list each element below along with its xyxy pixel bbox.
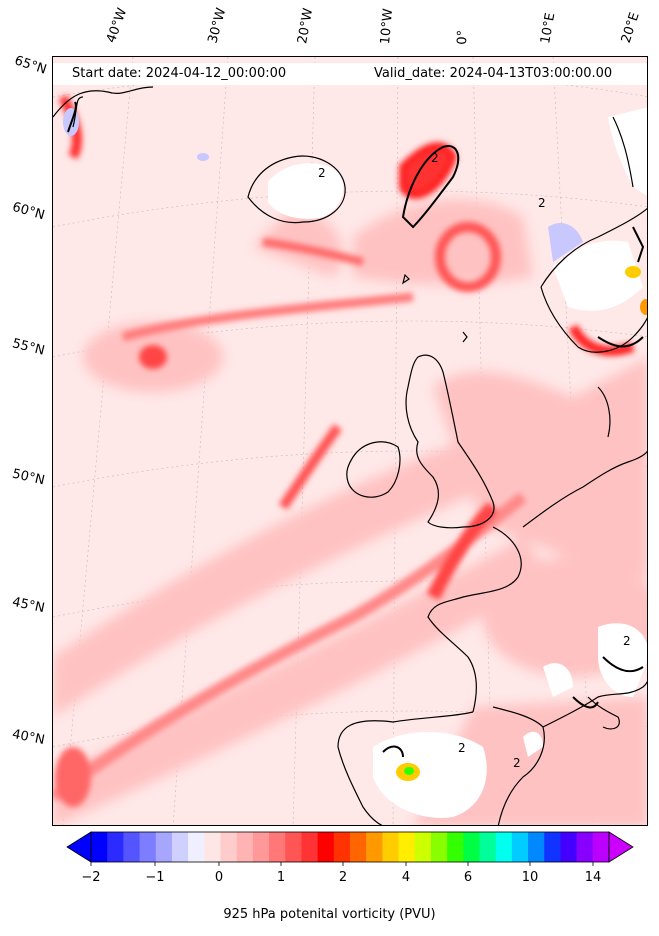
masked-terrain: [268, 107, 647, 818]
colorbar-swatch: [398, 832, 416, 862]
colorbar-swatch: [366, 832, 383, 862]
colorbar-swatch: [511, 832, 529, 862]
start-date-label: Start date: 2024-04-12_00:00:00: [72, 66, 287, 81]
colorbar-swatch: [123, 832, 141, 862]
pv-2-contours: [67, 101, 645, 758]
colorbar-swatch: [188, 832, 205, 862]
lat-label-65n: 65°N: [12, 53, 49, 78]
colorbar-swatch: [495, 832, 513, 862]
colorbar-swatch: [576, 832, 594, 862]
colorbar-tick: −1: [145, 870, 165, 885]
colorbar-over-arrow: [608, 831, 634, 863]
svg-text:2: 2: [431, 151, 439, 165]
lon-label-40w: 40°W: [103, 6, 131, 45]
lat-label-45n: 45°N: [10, 594, 46, 617]
map-panel: 2 2 2 2 2 2: [52, 56, 648, 826]
svg-text:2: 2: [458, 741, 466, 755]
lon-label-20w: 20°W: [295, 7, 317, 46]
colorbar-swatch: [220, 832, 238, 862]
colorbar-swatch: [463, 832, 480, 862]
colorbar-swatch: [560, 832, 578, 862]
colorbar-swatch: [592, 832, 610, 862]
colorbar-swatch: [430, 832, 448, 862]
colorbar-swatch: [333, 832, 351, 862]
colorbar-swatch: [155, 832, 173, 862]
lat-label-50n: 50°N: [10, 466, 47, 489]
lon-label-0: 0°: [455, 29, 471, 45]
colorbar-swatch: [544, 832, 561, 862]
svg-text:2: 2: [318, 166, 326, 180]
lon-label-10e: 10°E: [538, 11, 559, 45]
colorbar-tick: 10: [521, 870, 539, 885]
colorbar-swatch: [447, 832, 464, 862]
pv-contour-labels: 2 2 2 2 2 2: [318, 151, 631, 770]
colorbar-swatch: [350, 832, 367, 862]
colorbar-swatch: [382, 832, 400, 862]
pv-field-map: 2 2 2 2 2 2: [53, 57, 647, 825]
lon-label-30w: 30°W: [205, 6, 230, 45]
colorbar-swatch: [252, 832, 270, 862]
lat-label-55n: 55°N: [10, 336, 47, 359]
colorbar: [66, 831, 634, 866]
colorbar-border: [90, 831, 610, 863]
colorbar-swatch: [317, 832, 335, 862]
colorbar-swatch: [285, 832, 302, 862]
colorbar-swatch: [204, 832, 221, 862]
svg-text:2: 2: [538, 196, 546, 210]
lat-label-60n: 60°N: [10, 199, 47, 224]
svg-text:2: 2: [513, 756, 521, 770]
colorbar-swatch: [236, 832, 254, 862]
colorbar-tick: 4: [401, 870, 411, 885]
colorbar-swatch: [414, 832, 432, 862]
lat-label-40n: 40°N: [10, 727, 46, 748]
colorbar-swatch: [479, 832, 497, 862]
colorbar-tick: 6: [463, 870, 473, 885]
lon-label-20e: 20°E: [618, 10, 643, 46]
colorbar-swatch: [171, 832, 189, 862]
colorbar-tick: 2: [338, 870, 348, 885]
pv-high-regions: [53, 94, 635, 807]
colorbar-swatch: [139, 832, 157, 862]
colorbar-swatch: [91, 832, 108, 862]
colorbar-tick: −2: [81, 870, 101, 885]
header-bar: [53, 63, 647, 85]
pv-extreme-blobs: [396, 266, 647, 781]
svg-text:2: 2: [623, 634, 631, 648]
lon-label-10w: 10°W: [378, 7, 397, 45]
colorbar-swatch: [528, 832, 545, 862]
colorbar-swatch: [107, 832, 124, 862]
colorbar-tick: 1: [276, 870, 286, 885]
colorbar-label: 925 hPa potenital vorticity (PVU): [223, 907, 436, 922]
colorbar-swatch: [269, 832, 286, 862]
colorbar-tick: 14: [584, 870, 602, 885]
colorbar-swatch: [301, 832, 319, 862]
valid-date-label: Valid_date: 2024-04-13T03:00:00.00: [374, 66, 613, 81]
colorbar-under-arrow: [66, 831, 92, 863]
colorbar-tick: 0: [214, 870, 224, 885]
